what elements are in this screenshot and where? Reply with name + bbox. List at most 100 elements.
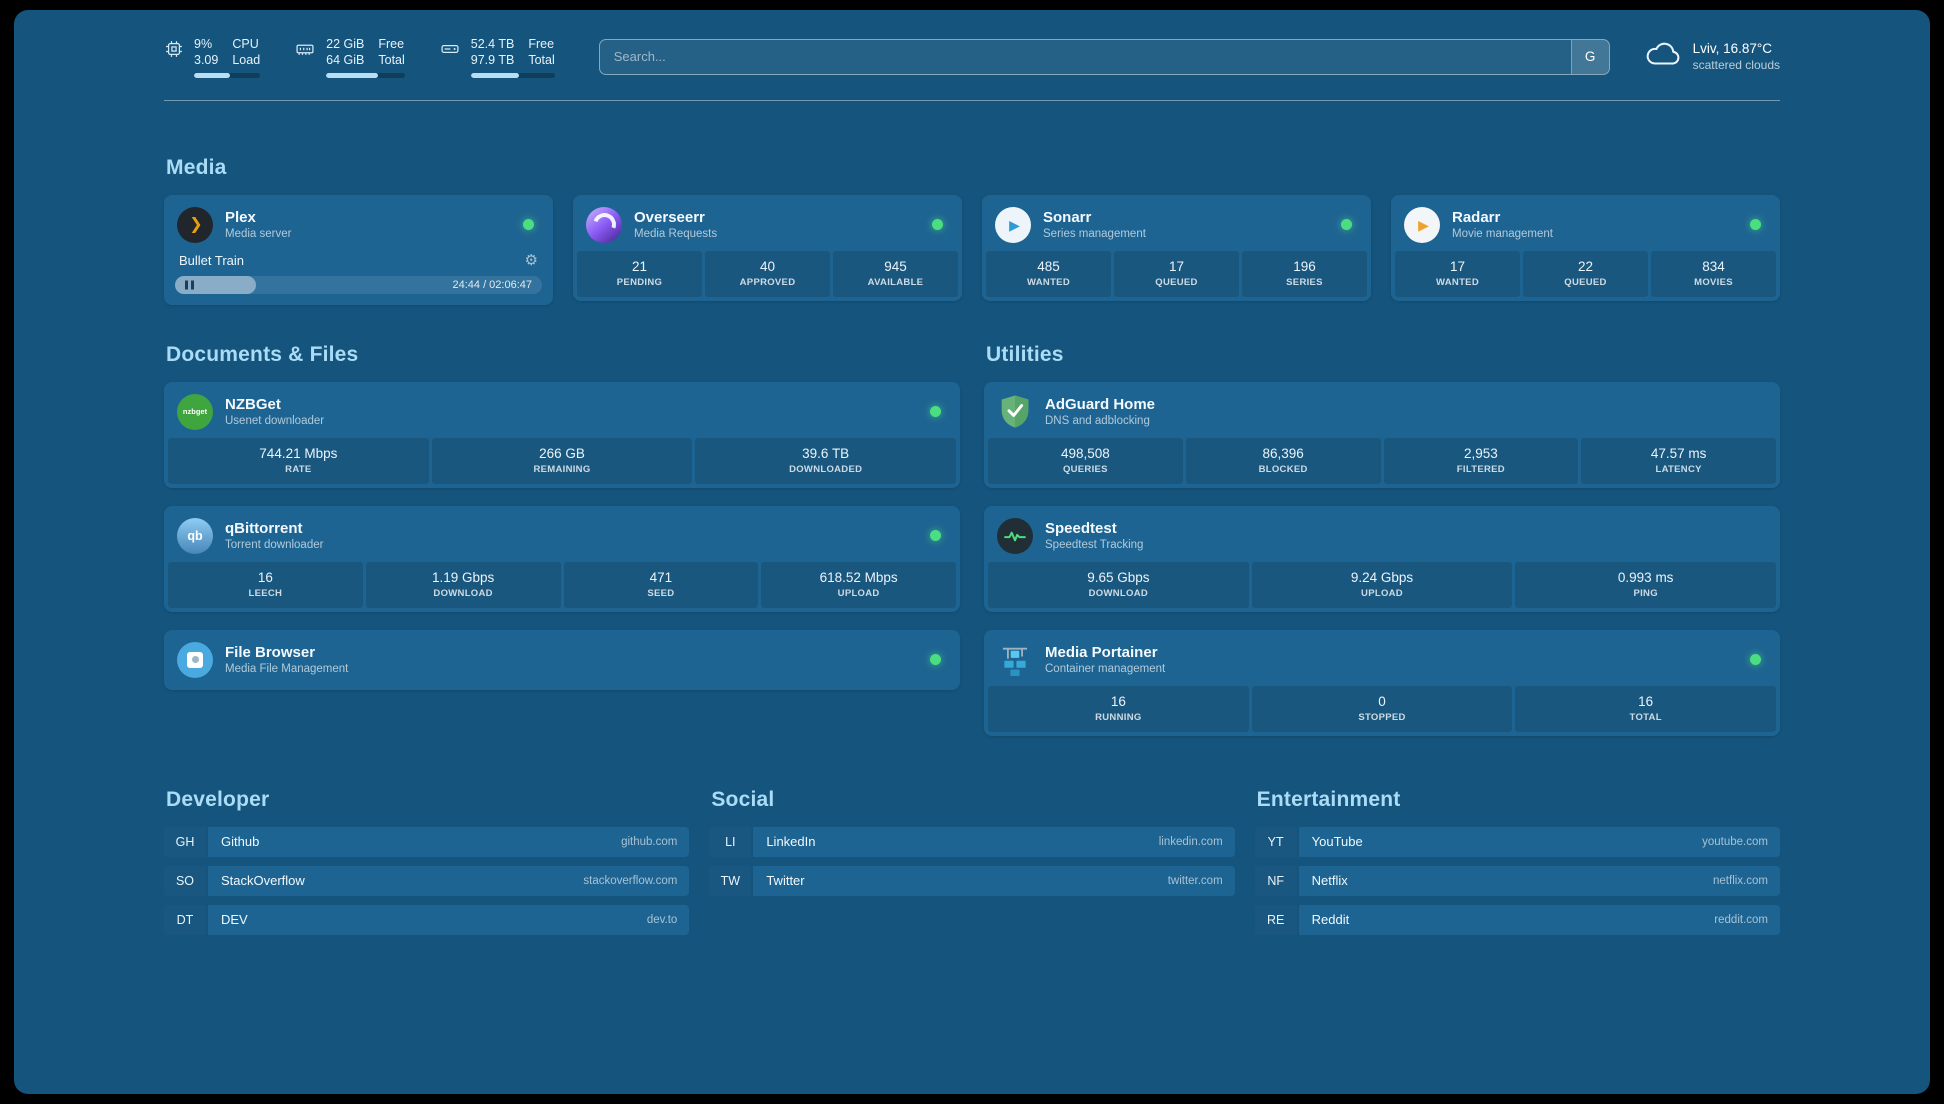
bookmark-abbr: LI: [709, 826, 754, 857]
disk-usage-bar: [470, 72, 555, 78]
stat-seed: 471 SEED: [563, 561, 759, 608]
pause-icon[interactable]: [185, 280, 194, 289]
card-plex: ❯ Plex Media server Bullet Train ⚙: [164, 194, 553, 305]
stat-label: LATENCY: [1655, 463, 1702, 475]
stat-download: 9.65 Gbps DOWNLOAD: [988, 561, 1249, 608]
sonarr-link[interactable]: ▶ Sonarr Series management: [986, 199, 1367, 251]
stat-upload: 618.52 Mbps UPLOAD: [761, 561, 956, 608]
playback-progress-bar[interactable]: 24:44 / 02:06:47: [175, 275, 542, 294]
radarr-link[interactable]: ▶ Radarr Movie management: [1395, 199, 1776, 251]
bookmark-name: Twitter: [766, 873, 805, 888]
stat-value: 1.19 Gbps: [431, 569, 495, 585]
qbittorrent-link[interactable]: qb qBittorrent Torrent downloader: [168, 510, 956, 562]
bookmark-abbr: SO: [164, 865, 208, 896]
portainer-link[interactable]: Media Portainer Container management: [988, 634, 1776, 686]
weather-condition: scattered clouds: [1692, 58, 1780, 73]
card-sonarr: ▶ Sonarr Series management 485 WANTED: [982, 194, 1371, 301]
stat-value: 17: [1168, 258, 1185, 274]
speedtest-link[interactable]: Speedtest Speedtest Tracking: [988, 510, 1776, 562]
stat-label: BLOCKED: [1258, 463, 1308, 475]
bookmark-reddit[interactable]: RE Reddit reddit.com: [1254, 904, 1780, 935]
stat-value: 21: [631, 258, 648, 274]
stat-label: UPLOAD: [1361, 587, 1403, 599]
service-subtitle: Media Requests: [634, 228, 718, 240]
adguard-link[interactable]: AdGuard Home DNS and adblocking: [988, 386, 1776, 438]
stat-wanted: 17 WANTED: [1395, 250, 1520, 297]
portainer-stats: 16 RUNNING 0 STOPPED 16 TOTAL: [988, 685, 1777, 732]
stat-value: 22: [1577, 258, 1594, 274]
bookmark-github[interactable]: GH Github github.com: [164, 826, 690, 857]
disk-usage-fill: [470, 72, 520, 78]
stat-available: 945 AVAILABLE: [833, 250, 958, 297]
speedtest-stats: 9.65 Gbps DOWNLOAD 9.24 Gbps UPLOAD 0.99…: [988, 561, 1777, 608]
stat-label: QUEUED: [1564, 276, 1607, 288]
status-dot: [930, 654, 941, 665]
qbittorrent-stats: 16 LEECH 1.19 Gbps DOWNLOAD 471 SEED: [168, 561, 956, 608]
settings-gear-icon[interactable]: ⚙: [524, 251, 538, 269]
stat-label: PING: [1633, 587, 1658, 599]
service-subtitle: Container management: [1045, 663, 1166, 675]
plex-now-playing: Bullet Train ⚙: [168, 251, 549, 268]
bookmark-abbr: DT: [164, 904, 208, 935]
service-name: File Browser: [225, 644, 316, 661]
stat-value: 2,953: [1463, 445, 1498, 461]
stat-label: APPROVED: [739, 276, 796, 288]
stat-label: QUEUED: [1155, 276, 1198, 288]
adguard-stats: 498,508 QUERIES 86,396 BLOCKED 2,953 FIL…: [988, 437, 1776, 484]
stat-rate: 744.21 Mbps RATE: [168, 437, 429, 484]
filebrowser-link[interactable]: File Browser Media File Management: [168, 634, 956, 686]
stat-label: AVAILABLE: [867, 276, 924, 288]
service-subtitle: Media File Management: [225, 663, 349, 675]
stat-value: 618.52 Mbps: [819, 569, 898, 585]
cpu-icon: [164, 39, 184, 64]
stat-label: DOWNLOAD: [1088, 587, 1149, 599]
stat-value: 744.21 Mbps: [259, 445, 338, 461]
service-name: Speedtest: [1045, 520, 1117, 537]
bookmark-group-developer: Developer GH Github github.com SO StackO…: [164, 788, 690, 935]
cpu-load-value: 3.09: [194, 53, 219, 68]
search-bar: G: [598, 38, 1610, 75]
status-dot: [930, 406, 941, 417]
bookmark-dev[interactable]: DT DEV dev.to: [164, 904, 690, 935]
disk-icon: [439, 39, 461, 64]
cpu-usage-bar: [194, 72, 261, 78]
qbittorrent-icon: qb: [177, 517, 213, 554]
header-divider: [164, 99, 1780, 101]
bookmark-name: DEV: [221, 912, 248, 927]
bookmark-linkedin[interactable]: LI LinkedIn linkedin.com: [709, 826, 1235, 857]
section-title-social: Social: [711, 787, 775, 811]
section-title-utilities: Utilities: [986, 342, 1064, 366]
bookmark-twitter[interactable]: TW Twitter twitter.com: [709, 865, 1235, 896]
stat-value: 0.993 ms: [1617, 569, 1674, 585]
section-media: Media ❯ Plex Media server Bullet Train: [164, 156, 1780, 305]
stat-label: SEED: [647, 587, 675, 599]
bookmark-stackoverflow[interactable]: SO StackOverflow stackoverflow.com: [164, 865, 690, 896]
bookmark-netflix[interactable]: NF Netflix netflix.com: [1254, 865, 1780, 896]
stat-series: 196 SERIES: [1242, 250, 1367, 297]
nzbget-link[interactable]: nzbget NZBGet Usenet downloader: [168, 386, 956, 438]
memory-label-bottom: Total: [378, 53, 405, 68]
stat-stopped: 0 STOPPED: [1251, 685, 1513, 732]
search-input[interactable]: [598, 38, 1610, 75]
disk-label-top: Free: [528, 37, 555, 51]
memory-widget: 22 GiB 64 GiB Free Total: [294, 36, 405, 78]
stat-remaining: 266 GB REMAINING: [431, 437, 693, 484]
bookmark-url: twitter.com: [1167, 874, 1223, 887]
overseerr-link[interactable]: Overseerr Media Requests: [577, 199, 958, 251]
service-name: NZBGet: [225, 396, 281, 413]
stat-label: REMAINING: [533, 463, 591, 475]
section-title-documents: Documents & Files: [166, 342, 359, 366]
service-name: qBittorrent: [225, 520, 303, 537]
service-name: AdGuard Home: [1045, 396, 1156, 413]
cpu-label-bottom: Load: [232, 53, 261, 68]
disk-label-bottom: Total: [528, 53, 555, 68]
bookmark-youtube[interactable]: YT YouTube youtube.com: [1254, 826, 1780, 857]
card-radarr: ▶ Radarr Movie management 17 WANTED: [1391, 194, 1780, 301]
bookmark-url: dev.to: [646, 913, 678, 926]
plex-link[interactable]: ❯ Plex Media server: [168, 199, 549, 251]
status-dot: [1341, 219, 1352, 230]
sonarr-icon: ▶: [995, 206, 1031, 243]
search-provider-button[interactable]: G: [1570, 39, 1609, 74]
status-dot: [930, 530, 941, 541]
weather-widget[interactable]: Lviv, 16.87°C scattered clouds: [1644, 38, 1780, 75]
